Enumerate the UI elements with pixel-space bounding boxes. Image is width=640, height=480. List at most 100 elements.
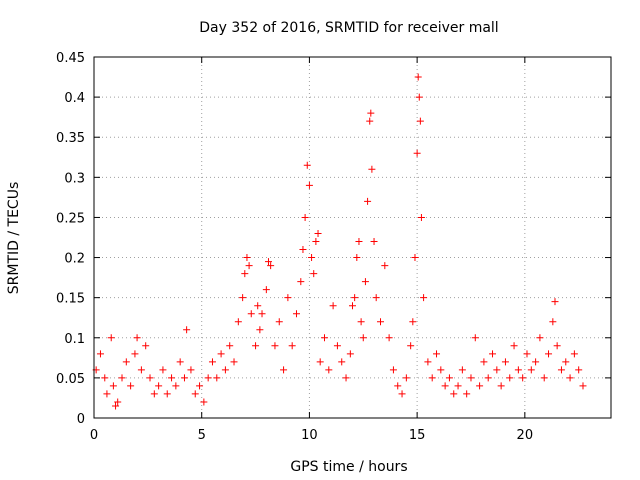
data-point: [127, 382, 135, 390]
data-point: [377, 318, 385, 326]
data-point: [254, 302, 262, 310]
data-point: [411, 254, 419, 262]
data-point: [484, 374, 492, 382]
data-point: [168, 374, 176, 382]
x-tick-label: 0: [90, 428, 98, 443]
data-points: [92, 73, 587, 410]
data-point: [103, 390, 111, 398]
data-point: [510, 342, 518, 350]
data-point: [441, 382, 449, 390]
data-point: [445, 374, 453, 382]
data-point: [256, 326, 264, 334]
data-point: [107, 334, 115, 342]
data-point: [497, 382, 505, 390]
data-point: [501, 358, 509, 366]
data-point: [519, 374, 527, 382]
data-point: [329, 302, 337, 310]
y-tick-label: 0.1: [64, 332, 85, 347]
x-tick-label: 20: [517, 428, 534, 443]
y-tick-label: 0.15: [56, 292, 85, 307]
data-point: [450, 390, 458, 398]
data-point: [305, 181, 313, 189]
data-point: [150, 390, 158, 398]
data-point: [163, 390, 171, 398]
y-tick-label: 0.45: [56, 51, 85, 66]
data-point: [191, 390, 199, 398]
data-point: [420, 294, 428, 302]
data-point: [570, 350, 578, 358]
y-tick-label: 0.2: [64, 252, 85, 267]
data-point: [262, 286, 270, 294]
data-point: [221, 366, 229, 374]
y-tick-label: 0.05: [56, 372, 85, 387]
data-point: [536, 334, 544, 342]
data-point: [409, 318, 417, 326]
data-point: [367, 109, 375, 117]
data-point: [245, 262, 253, 270]
data-point: [208, 358, 216, 366]
data-point: [351, 294, 359, 302]
data-point: [413, 149, 421, 157]
plot-frame: [93, 56, 612, 419]
y-tick-label: 0.4: [64, 91, 85, 106]
data-point: [416, 117, 424, 125]
data-point: [398, 390, 406, 398]
data-point: [338, 358, 346, 366]
y-tick-labels: 0 0.05 0.1 0.15 0.2 0.25 0.3 0.35 0.4 0.45: [56, 51, 85, 427]
grid: [94, 57, 611, 418]
data-point: [414, 73, 422, 81]
data-point: [417, 213, 425, 221]
data-point: [180, 374, 188, 382]
data-point: [562, 358, 570, 366]
y-tick-label: 0: [77, 412, 85, 427]
data-point: [301, 213, 309, 221]
data-point: [312, 238, 320, 246]
data-point: [137, 366, 145, 374]
data-point: [407, 342, 415, 350]
data-point: [243, 254, 251, 262]
data-point: [381, 262, 389, 270]
data-point: [320, 334, 328, 342]
data-point: [359, 334, 367, 342]
data-point: [239, 294, 247, 302]
data-point: [385, 334, 393, 342]
data-point: [437, 366, 445, 374]
data-point: [514, 366, 522, 374]
y-tick-label: 0.25: [56, 211, 85, 226]
x-tick-label: 10: [301, 428, 318, 443]
data-point: [579, 382, 587, 390]
chart-title: Day 352 of 2016, SRMTID for receiver mal…: [199, 20, 498, 36]
data-point: [527, 366, 535, 374]
data-point: [310, 270, 318, 278]
data-point: [553, 342, 561, 350]
x-tick-label: 5: [198, 428, 206, 443]
data-point: [264, 258, 272, 266]
data-point: [308, 254, 316, 262]
data-point: [155, 382, 163, 390]
data-point: [467, 374, 475, 382]
data-point: [458, 366, 466, 374]
data-point: [146, 374, 154, 382]
data-point: [368, 165, 376, 173]
data-point: [284, 294, 292, 302]
data-point: [314, 229, 322, 237]
ticks: [93, 56, 611, 419]
data-point: [402, 374, 410, 382]
data-point: [357, 318, 365, 326]
data-point: [566, 374, 574, 382]
data-point: [204, 374, 212, 382]
y-axis-label: SRMTID / TECUs: [6, 182, 22, 295]
data-point: [142, 342, 150, 350]
data-point: [471, 334, 479, 342]
data-point: [213, 374, 221, 382]
data-point: [394, 382, 402, 390]
data-point: [370, 238, 378, 246]
data-point: [247, 310, 255, 318]
data-point: [355, 238, 363, 246]
data-point: [271, 342, 279, 350]
data-point: [200, 398, 208, 406]
data-point: [325, 366, 333, 374]
data-point: [252, 342, 260, 350]
data-point: [114, 398, 122, 406]
